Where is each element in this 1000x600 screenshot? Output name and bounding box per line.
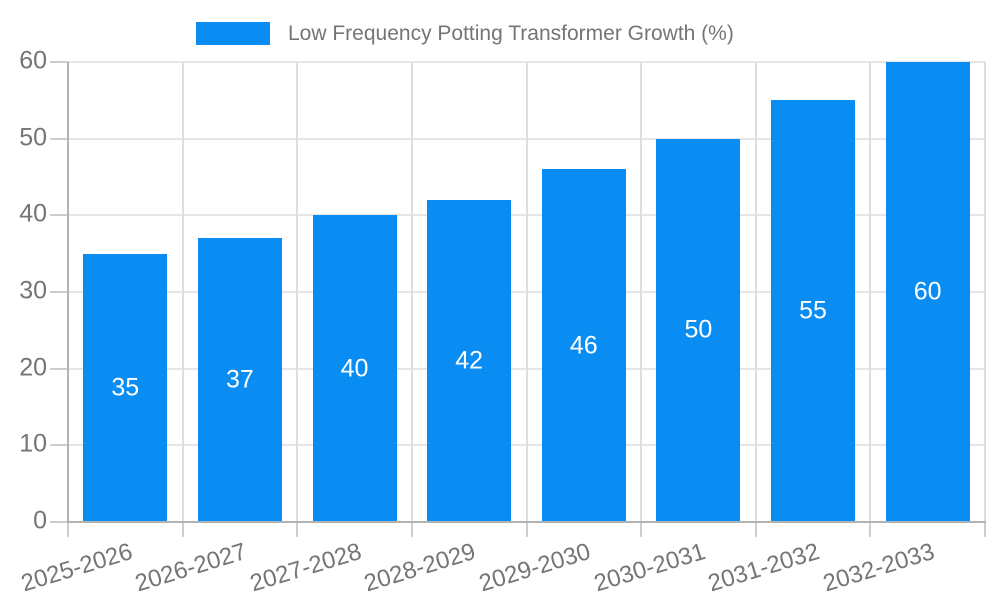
x-axis-line — [67, 521, 986, 523]
y-tick — [50, 444, 68, 447]
v-gridline — [984, 62, 986, 522]
y-tick-label: 50 — [19, 122, 47, 151]
bar — [771, 100, 856, 522]
v-gridline — [181, 62, 184, 522]
y-tick — [50, 61, 68, 63]
x-tick — [525, 523, 528, 537]
x-tick — [67, 523, 69, 537]
bar-value-label: 35 — [111, 373, 140, 402]
x-tick-label: 2031-2032 — [705, 538, 823, 598]
x-tick-label: 2030-2031 — [590, 538, 709, 598]
x-tick — [754, 523, 757, 537]
x-tick — [296, 523, 299, 537]
x-tick — [410, 523, 413, 537]
x-tick — [869, 523, 872, 537]
y-tick-label: 20 — [19, 352, 47, 381]
y-tick — [50, 137, 68, 140]
bar-value-label: 50 — [684, 315, 713, 344]
y-tick-label: 0 — [33, 506, 47, 535]
bar — [197, 238, 282, 522]
x-tick — [181, 523, 184, 537]
v-gridline — [296, 62, 299, 522]
bar-value-label: 60 — [913, 277, 942, 306]
y-tick — [50, 214, 68, 217]
y-axis-line — [67, 62, 69, 523]
v-gridline — [754, 62, 757, 522]
bar-value-label: 37 — [226, 365, 254, 394]
y-tick-label: 30 — [19, 276, 47, 305]
x-tick-label: 2026-2027 — [132, 538, 250, 598]
bar — [541, 169, 626, 522]
bar-value-label: 55 — [799, 296, 827, 325]
y-tick-label: 10 — [19, 429, 47, 458]
y-tick — [50, 291, 68, 293]
bar — [83, 253, 168, 522]
v-gridline — [640, 62, 643, 522]
bar-value-label: 46 — [569, 331, 598, 360]
y-tick — [50, 367, 68, 370]
bar — [427, 200, 512, 522]
x-tick — [984, 523, 986, 537]
x-tick-label: 2028-2029 — [361, 538, 480, 598]
legend-swatch — [196, 22, 270, 45]
x-tick — [640, 523, 643, 537]
legend-label: Low Frequency Potting Transformer Growth… — [288, 22, 734, 45]
v-gridline — [869, 62, 872, 522]
bar — [312, 215, 397, 522]
bar — [656, 138, 741, 522]
bar — [885, 62, 970, 522]
bar-value-label: 42 — [455, 346, 484, 375]
y-tick-label: 40 — [19, 199, 47, 228]
v-gridline — [410, 62, 413, 522]
x-tick-label: 2025-2026 — [17, 538, 136, 598]
x-tick-label: 2029-2030 — [476, 538, 594, 598]
y-tick-label: 60 — [19, 46, 47, 75]
x-tick-label: 2027-2028 — [246, 538, 365, 598]
y-tick — [50, 521, 68, 523]
v-gridline — [525, 62, 528, 522]
bar-value-label: 40 — [340, 354, 369, 383]
x-tick-label: 2032-2033 — [819, 538, 938, 598]
